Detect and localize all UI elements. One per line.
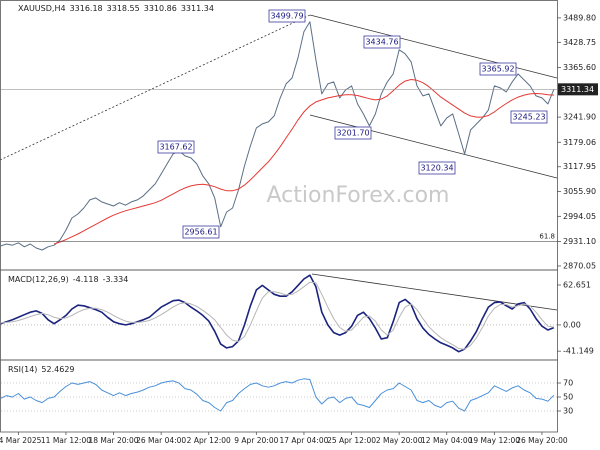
- series-line: [53, 79, 554, 245]
- channel-bottom: [309, 114, 558, 179]
- annotation-label: 3434.76: [365, 38, 398, 47]
- x-tick-label: 11 Mar 12:00: [41, 436, 91, 445]
- series-line: [0, 21, 555, 251]
- x-tick-label: 2 May 20:00: [376, 436, 423, 445]
- x-tick-label: 17 Apr 04:00: [279, 436, 328, 445]
- annotation-label: 3499.79: [270, 12, 303, 21]
- x-tick-label: 12 May 04:00: [421, 436, 473, 445]
- annotation-box: [182, 225, 220, 239]
- y-tick-label: 2994.05: [563, 212, 596, 221]
- annotation-label: 3365.92: [481, 65, 514, 74]
- series-line: [0, 281, 554, 350]
- y-tick-label: 30: [563, 407, 573, 416]
- readout-value: 52.4629: [41, 365, 74, 374]
- readout-value: 3310.86: [144, 4, 177, 13]
- y-tick-label: 62.651: [563, 280, 591, 289]
- annotation-box: [418, 161, 456, 175]
- current-price-label: 3311.34: [561, 85, 594, 94]
- rsi-panel: [0, 359, 558, 433]
- indicator-name: MACD(12,26,9): [8, 275, 69, 284]
- fib-label: 61.8: [539, 233, 555, 241]
- annotation-box: [157, 140, 195, 154]
- y-tick-label: 2870.05: [563, 261, 596, 270]
- annotation-label: 3120.34: [420, 164, 453, 173]
- x-tick-label: 2 Apr 12:00: [187, 436, 231, 445]
- x-tick-label: 18 Mar 20:00: [89, 436, 139, 445]
- panel-header: RSI(14) 52.4629: [8, 365, 75, 374]
- y-tick-label: 0.00: [563, 320, 581, 329]
- readout-value: -4.118: [73, 275, 99, 284]
- y-tick-label: 50: [563, 393, 573, 402]
- trend-line: [0, 14, 311, 161]
- readout-value: 3311.34: [181, 4, 214, 13]
- annotation-box: [510, 110, 548, 124]
- indicator-name: RSI(14): [8, 365, 37, 374]
- x-tick-label: 9 Apr 20:00: [234, 436, 278, 445]
- y-tick-label: 3489.80: [563, 13, 596, 22]
- y-tick-label: 2931.10: [563, 237, 596, 246]
- annotation-label: 3245.23: [512, 113, 545, 122]
- readout-value: 3318.55: [107, 4, 140, 13]
- x-tick-label: 26 May 20:00: [516, 436, 568, 445]
- y-tick-label: 3428.75: [563, 38, 596, 47]
- readout-value: -3.334: [103, 275, 129, 284]
- x-tick-label: 26 Mar 04:00: [136, 436, 186, 445]
- indicator-name: XAUUSD,H4: [18, 4, 66, 13]
- watermark: ActionForex.com: [267, 183, 450, 208]
- current-price-box: [558, 83, 598, 96]
- x-tick-label: 25 Apr 12:00: [327, 436, 376, 445]
- annotation-label: 3167.62: [159, 143, 192, 152]
- annotation-label: 3201.70: [336, 129, 369, 138]
- y-tick-label: 3055.90: [563, 187, 596, 196]
- readout-value: 3316.18: [70, 4, 103, 13]
- x-tick-label: 4 Mar 2025: [0, 436, 42, 445]
- y-tick-label: 3365.60: [563, 63, 596, 72]
- y-tick-label: 3179.06: [563, 138, 596, 147]
- y-tick-label: 70: [563, 379, 573, 388]
- panel-header: XAUUSD,H4 3316.18 3318.55 3310.86 3311.34: [18, 4, 214, 13]
- annotation-label: 2956.61: [184, 228, 217, 237]
- annotation-box: [334, 126, 372, 140]
- annotation-box: [363, 35, 401, 49]
- x-tick-label: 19 May 12:00: [469, 436, 521, 445]
- y-tick-label: 3117.95: [563, 162, 596, 171]
- annotation-box: [479, 62, 517, 76]
- macd-trend-line: [311, 273, 558, 311]
- annotation-box: [268, 9, 306, 23]
- y-tick-label: 3241.90: [563, 113, 596, 122]
- y-tick-label: -41.149: [563, 347, 594, 356]
- series-line: [0, 378, 555, 412]
- panel-header: MACD(12,26,9) -4.118 -3.334: [8, 275, 128, 284]
